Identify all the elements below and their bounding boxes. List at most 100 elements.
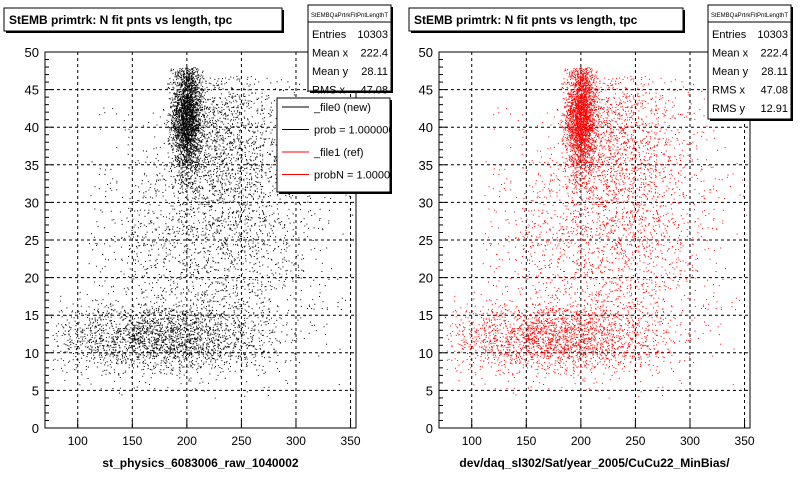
- data-point: [175, 93, 177, 95]
- data-point: [183, 148, 185, 150]
- data-point: [185, 156, 187, 158]
- data-point: [186, 89, 188, 90]
- data-point: [196, 110, 198, 112]
- data-point: [271, 143, 273, 145]
- data-point: [185, 138, 187, 140]
- data-point: [159, 333, 161, 335]
- data-point: [186, 126, 188, 128]
- data-point: [209, 106, 211, 108]
- data-point: [190, 122, 192, 124]
- data-point: [202, 114, 203, 116]
- data-point: [199, 75, 201, 77]
- data-point: [181, 130, 183, 132]
- data-point: [181, 341, 183, 343]
- data-point: [246, 222, 248, 224]
- data-point: [229, 136, 231, 138]
- data-point: [195, 124, 196, 126]
- data-point: [180, 127, 182, 129]
- data-point: [194, 89, 196, 91]
- data-point: [182, 154, 183, 156]
- data-point: [162, 341, 164, 343]
- data-point: [169, 136, 170, 138]
- data-point: [184, 344, 186, 346]
- data-point: [204, 169, 206, 171]
- data-point: [82, 331, 84, 333]
- data-point: [217, 177, 219, 179]
- data-point: [247, 123, 249, 125]
- data-point: [170, 332, 172, 333]
- data-point: [133, 338, 135, 340]
- data-point: [169, 114, 171, 116]
- data-point: [233, 77, 235, 79]
- data-point: [169, 134, 171, 136]
- data-point: [209, 170, 211, 172]
- data-point: [75, 312, 77, 314]
- data-point: [198, 100, 199, 102]
- data-point: [223, 140, 225, 142]
- data-point: [194, 116, 196, 118]
- data-point: [240, 357, 242, 359]
- data-point: [188, 339, 190, 341]
- data-point: [195, 319, 197, 321]
- data-point: [137, 347, 139, 349]
- data-point: [179, 316, 181, 317]
- data-point: [195, 145, 197, 147]
- data-point: [186, 128, 188, 129]
- data-point: [171, 317, 173, 319]
- data-point: [195, 95, 197, 97]
- data-point: [187, 148, 189, 150]
- data-point: [229, 176, 231, 178]
- data-point: [184, 164, 186, 166]
- data-point: [148, 328, 150, 330]
- data-point: [103, 339, 105, 340]
- data-point: [203, 109, 205, 111]
- data-point: [189, 117, 191, 119]
- data-point: [188, 89, 190, 91]
- data-point: [257, 97, 259, 99]
- data-point: [190, 83, 192, 85]
- data-point: [177, 70, 179, 72]
- data-point: [172, 145, 174, 147]
- data-point: [192, 76, 194, 78]
- data-point: [190, 97, 192, 99]
- data-point: [186, 79, 187, 81]
- data-point: [174, 109, 175, 111]
- data-point: [198, 365, 200, 367]
- data-point: [185, 191, 187, 193]
- data-point: [197, 77, 198, 79]
- data-point: [111, 341, 113, 343]
- data-point: [198, 92, 200, 94]
- data-point: [193, 87, 195, 89]
- data-point: [197, 113, 199, 115]
- data-point: [190, 353, 192, 355]
- data-point: [234, 370, 236, 372]
- data-point: [189, 124, 191, 125]
- data-point: [184, 100, 186, 101]
- data-point: [128, 331, 129, 333]
- data-point: [174, 124, 176, 126]
- data-point: [262, 334, 264, 336]
- data-point: [210, 338, 212, 340]
- data-point: [185, 136, 187, 138]
- data-point: [216, 135, 218, 137]
- data-point: [121, 361, 123, 363]
- data-point: [224, 317, 226, 319]
- data-point: [181, 101, 182, 103]
- data-point: [245, 332, 247, 334]
- data-point: [198, 187, 200, 189]
- data-point: [191, 151, 193, 153]
- data-point: [112, 304, 114, 306]
- data-point: [185, 126, 187, 128]
- data-point: [248, 107, 250, 109]
- data-point: [186, 336, 187, 338]
- data-point: [227, 368, 229, 370]
- data-point: [193, 130, 195, 132]
- data-point: [175, 321, 177, 323]
- data-point: [239, 179, 241, 181]
- data-point: [180, 350, 182, 352]
- data-point: [204, 357, 206, 359]
- data-point: [148, 341, 150, 343]
- data-point: [199, 81, 200, 83]
- data-point: [101, 314, 103, 315]
- data-point: [261, 108, 263, 110]
